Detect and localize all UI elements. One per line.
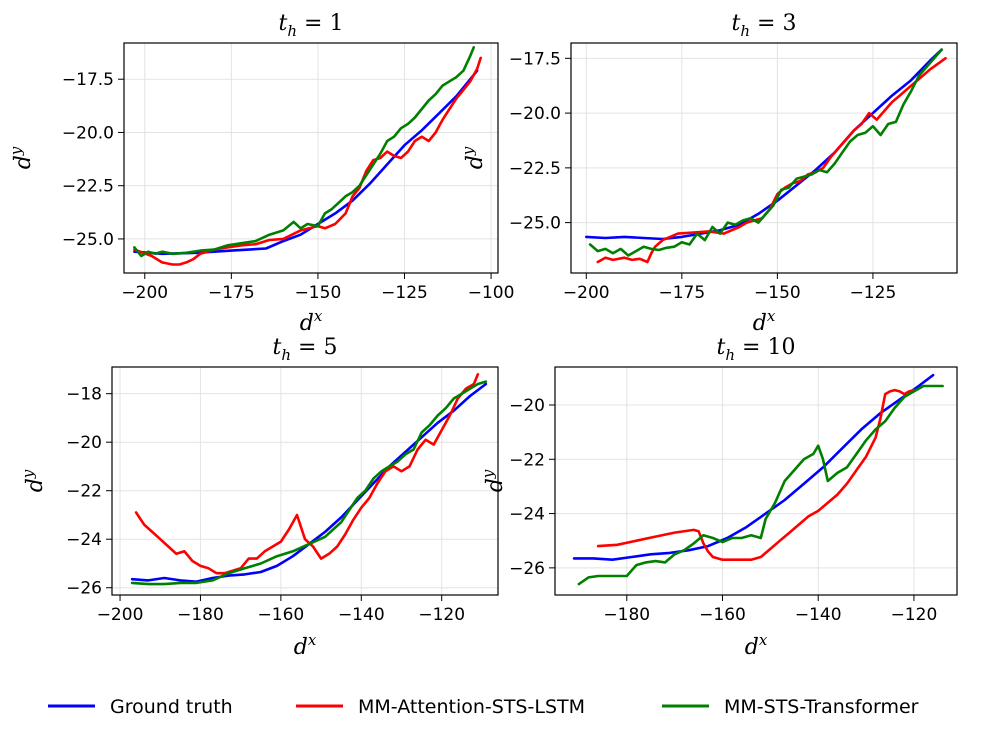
y-tick-label: −22.5 bbox=[62, 177, 114, 197]
x-tick-label: −125 bbox=[850, 283, 897, 303]
x-tick-label: −200 bbox=[563, 283, 610, 303]
y-axis-label: dy bbox=[7, 146, 36, 169]
y-tick-label: −22 bbox=[509, 450, 545, 470]
y-tick-label: −17.5 bbox=[62, 70, 114, 90]
y-tick-label: −24 bbox=[66, 530, 102, 550]
chart-panel-1: −200 −175 −150 −125 −100 −25.0 −22.5 −20.0 −17.5… bbox=[7, 11, 514, 336]
legend-label-sts-transformer: MM-STS-Transformer bbox=[724, 696, 919, 718]
y-axis-label: dy bbox=[459, 146, 488, 169]
panel-title: th = 5 bbox=[273, 335, 338, 364]
y-tick-label: −24 bbox=[509, 505, 545, 525]
series-line-attention-lstm bbox=[596, 57, 947, 264]
series-line-ground-truth bbox=[585, 48, 943, 241]
x-tick-label: −140 bbox=[338, 605, 385, 625]
plot-frame bbox=[111, 366, 499, 596]
chart-panel-4: −180 −160 −140 −120 −26 −24 −22 −20 th = 10 dx dy bbox=[479, 335, 958, 660]
x-tick-label: −160 bbox=[258, 605, 305, 625]
chart-panels: −200 −175 −150 −125 −100 −25.0 −22.5 −20.0 −17.5… bbox=[7, 11, 958, 660]
x-axis-label: dx bbox=[294, 631, 317, 660]
panel-title: th = 3 bbox=[732, 11, 797, 40]
legend: Ground truth MM-Attention-STS-LSTM MM-ST… bbox=[48, 696, 919, 718]
series-group bbox=[130, 373, 488, 586]
y-tick-label: −25.0 bbox=[62, 230, 114, 250]
chart-panel-2: −200 −175 −150 −125 −25.0 −22.5 −20.0 −17.5 th =… bbox=[459, 11, 958, 336]
x-tick-label: −160 bbox=[699, 605, 746, 625]
series-line-sts-transformer bbox=[130, 380, 488, 586]
x-tick-label: −180 bbox=[603, 605, 650, 625]
legend-label-ground-truth: Ground truth bbox=[110, 696, 233, 718]
x-tick-label: −175 bbox=[658, 283, 705, 303]
y-tick-label: −26 bbox=[509, 559, 545, 579]
x-tick-label: −125 bbox=[381, 283, 428, 303]
x-tick-label: −120 bbox=[891, 605, 938, 625]
y-tick-label: −20.0 bbox=[509, 104, 561, 124]
y-tick-label: −22 bbox=[66, 482, 102, 502]
legend-label-attention-lstm: MM-Attention-STS-LSTM bbox=[358, 696, 585, 718]
x-axis-label: dx bbox=[745, 631, 768, 660]
x-tick-label: −150 bbox=[754, 283, 801, 303]
series-line-ground-truth bbox=[133, 69, 479, 256]
series-line-sts-transformer bbox=[133, 46, 476, 258]
series-line-sts-transformer bbox=[577, 384, 944, 586]
series-line-attention-lstm bbox=[134, 373, 480, 575]
x-tick-label: −120 bbox=[418, 605, 465, 625]
series-line-attention-lstm bbox=[596, 388, 916, 561]
plot-frame bbox=[123, 42, 499, 274]
x-axis-label: dx bbox=[753, 307, 776, 336]
y-tick-label: −20 bbox=[509, 396, 545, 416]
series-group bbox=[572, 373, 944, 586]
series-group bbox=[585, 48, 947, 264]
series-line-attention-lstm bbox=[133, 56, 482, 266]
y-axis-label: dy bbox=[479, 469, 508, 492]
series-line-sts-transformer bbox=[588, 48, 943, 257]
series-group bbox=[133, 46, 482, 266]
x-tick-label: −200 bbox=[121, 283, 168, 303]
y-tick-label: −26 bbox=[66, 579, 102, 599]
panel-title: th = 1 bbox=[279, 11, 344, 40]
chart-panel-3: −200 −180 −160 −140 −120 −26 −24 −22 −20 −18 th = … bbox=[19, 335, 499, 660]
x-tick-label: −175 bbox=[208, 283, 255, 303]
x-tick-label: −150 bbox=[295, 283, 342, 303]
x-tick-label: −100 bbox=[468, 283, 515, 303]
x-tick-label: −140 bbox=[795, 605, 842, 625]
y-tick-label: −20.0 bbox=[62, 123, 114, 143]
y-tick-label: −18 bbox=[66, 385, 102, 405]
series-line-ground-truth bbox=[572, 373, 935, 561]
y-tick-label: −17.5 bbox=[509, 49, 561, 69]
plot-frame bbox=[554, 366, 958, 596]
y-tick-label: −25.0 bbox=[509, 214, 561, 234]
y-tick-label: −22.5 bbox=[509, 159, 561, 179]
panel-title: th = 10 bbox=[717, 335, 796, 364]
y-axis-label: dy bbox=[19, 469, 48, 492]
x-tick-label: −180 bbox=[177, 605, 224, 625]
plot-frame bbox=[570, 42, 958, 274]
x-tick-label: −200 bbox=[97, 605, 144, 625]
x-axis-label: dx bbox=[300, 307, 323, 336]
y-tick-label: −20 bbox=[66, 433, 102, 453]
